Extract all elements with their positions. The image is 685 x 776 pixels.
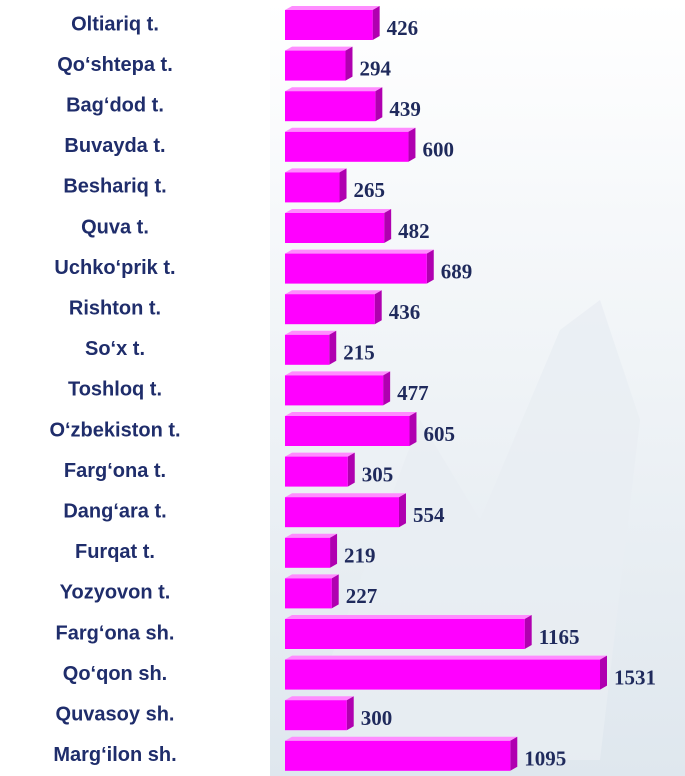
bar-side	[398, 493, 406, 528]
bar	[285, 172, 340, 203]
bar	[285, 537, 331, 568]
category-label: Buvayda t.	[64, 135, 165, 157]
category-label: Qo‘qon sh.	[63, 663, 167, 685]
value-label: 689	[441, 259, 473, 283]
bar-side	[409, 412, 417, 446]
bar-top	[285, 330, 337, 335]
bar-top	[285, 371, 391, 376]
bar-side	[346, 696, 354, 731]
bar-top	[285, 412, 417, 416]
bar-side	[375, 87, 383, 122]
bar-top	[285, 249, 434, 254]
category-label: Qo‘shtepa t.	[57, 54, 173, 76]
bar-top	[285, 46, 353, 51]
plot: Oltiariq t. 426 Qo‘shtepa t. 294 Bag‘dod t. 4…	[49, 6, 656, 771]
bar-top	[285, 655, 607, 660]
category-label: Rishton t.	[69, 297, 161, 319]
value-label: 554	[413, 503, 445, 527]
value-label: 300	[361, 706, 393, 730]
category-label: Oltiariq t.	[71, 13, 159, 35]
bar-side	[384, 209, 392, 243]
bar-side	[524, 615, 532, 649]
value-label: 227	[346, 584, 378, 608]
bar	[285, 619, 525, 649]
category-label: Farg‘ona t.	[64, 460, 166, 482]
category-label: Beshariq t.	[63, 176, 166, 198]
bar-side	[426, 249, 434, 284]
category-label: Quvasoy sh.	[56, 703, 175, 725]
bar-side	[339, 168, 347, 203]
value-label: 426	[387, 16, 419, 40]
category-label: Uchko‘prik t.	[54, 257, 175, 279]
bar-top	[285, 209, 392, 213]
bar-top	[285, 290, 382, 295]
bar-side	[347, 452, 355, 487]
bar-side	[372, 6, 380, 40]
value-label: 265	[354, 178, 386, 202]
bar-top	[285, 615, 532, 619]
bar	[285, 700, 347, 731]
value-label: 477	[397, 381, 429, 405]
bar-top	[285, 736, 518, 741]
bar-top	[285, 493, 406, 498]
value-label: 605	[423, 422, 455, 446]
bar-side	[330, 533, 338, 568]
bar-side	[408, 127, 416, 162]
bar-side	[345, 46, 353, 81]
bar-top	[285, 6, 380, 10]
value-label: 1095	[524, 747, 566, 771]
bar	[285, 294, 375, 325]
bar	[285, 334, 330, 365]
bar-top	[285, 696, 354, 701]
value-label: 482	[398, 219, 430, 243]
bar-top	[285, 574, 339, 579]
value-label: 600	[422, 138, 454, 162]
category-label: O‘zbekiston t.	[49, 419, 180, 441]
value-label: 215	[343, 341, 375, 365]
category-label: Marg‘ilon sh.	[53, 744, 176, 766]
value-label: 436	[389, 300, 421, 324]
bar	[285, 131, 409, 162]
bar	[285, 50, 346, 81]
value-label: 294	[359, 56, 391, 80]
bar-side	[383, 371, 391, 406]
bar	[285, 10, 373, 40]
category-label: Farg‘ona sh.	[56, 622, 175, 644]
bar-top	[285, 452, 355, 457]
bar-side	[329, 330, 337, 365]
category-label: Bag‘dod t.	[66, 94, 164, 116]
bar	[285, 456, 348, 487]
bar	[285, 375, 384, 406]
category-label: Dang‘ara t.	[63, 500, 166, 522]
bar	[285, 91, 376, 122]
bar-top	[285, 533, 338, 538]
bar-side	[510, 736, 518, 771]
bar	[285, 659, 600, 690]
bar-top	[285, 87, 383, 92]
bar-side	[600, 655, 607, 690]
category-label: Toshloq t.	[68, 379, 162, 401]
category-label: So‘x t.	[85, 338, 145, 360]
bar	[285, 740, 511, 771]
bar-side	[374, 290, 382, 325]
bar	[285, 578, 332, 609]
bar	[285, 253, 427, 284]
value-label: 305	[362, 462, 394, 486]
bar	[285, 416, 410, 446]
bar-top	[285, 168, 347, 173]
category-label: Quva t.	[81, 216, 149, 238]
category-label: Yozyovon t.	[60, 582, 171, 604]
category-label: Furqat t.	[75, 541, 155, 563]
value-label: 1531	[614, 665, 656, 689]
value-label: 1165	[539, 625, 580, 649]
bar	[285, 213, 385, 243]
bar	[285, 497, 399, 528]
value-label: 219	[344, 544, 376, 568]
bar-side	[331, 574, 339, 609]
bar-top	[285, 127, 416, 132]
value-label: 439	[389, 97, 421, 121]
